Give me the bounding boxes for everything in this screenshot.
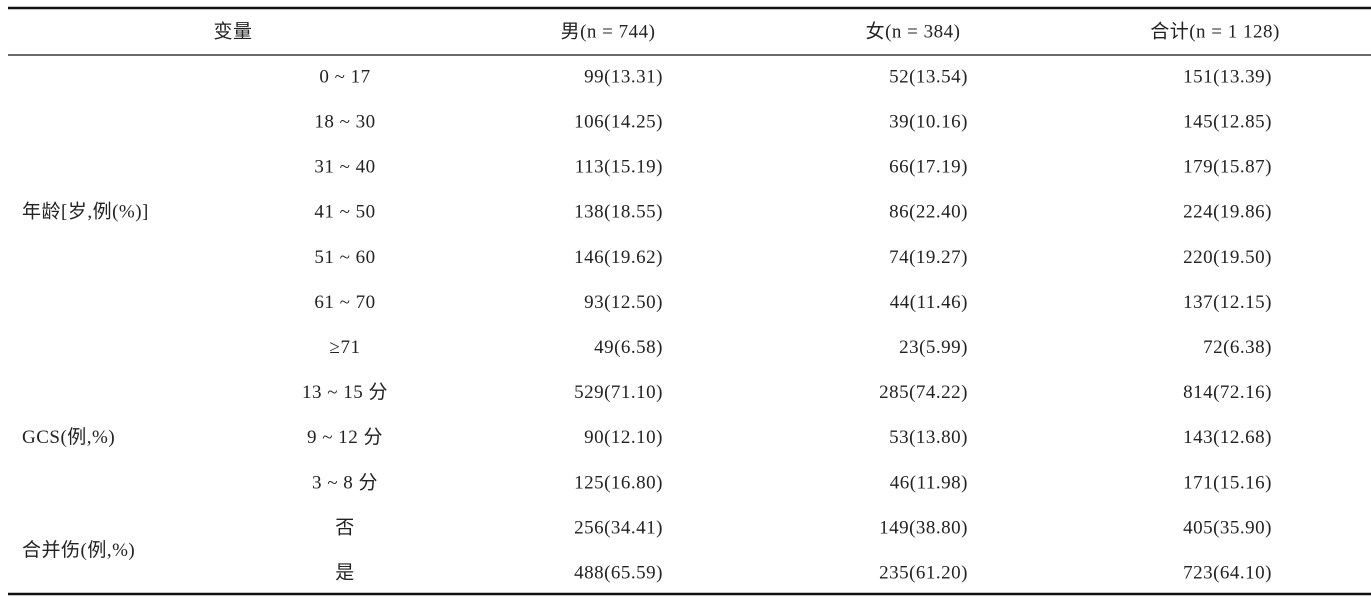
value-cell: 39(10.16) xyxy=(889,111,968,132)
value-cell: 151(13.39) xyxy=(1183,66,1272,87)
value-cell: 256(34.41) xyxy=(574,517,663,538)
value-cell: 137(12.15) xyxy=(1183,292,1272,313)
value-cell: 49(6.58) xyxy=(594,337,663,358)
subcategory: 51 ~ 60 xyxy=(314,247,375,268)
subcategory: 18 ~ 30 xyxy=(314,111,375,132)
subcategory: 13 ~ 15 分 xyxy=(302,381,388,403)
value-cell: 93(12.50) xyxy=(584,292,663,313)
value-cell: 106(14.25) xyxy=(574,111,663,132)
value-cell: 235(61.20) xyxy=(879,562,968,583)
value-cell: 171(15.16) xyxy=(1183,472,1272,493)
header-cell: 女(n = 384) xyxy=(866,20,961,42)
subcategory: ≥71 xyxy=(330,337,361,358)
value-cell: 145(12.85) xyxy=(1183,111,1272,132)
value-cell: 405(35.90) xyxy=(1183,517,1272,538)
value-cell: 86(22.40) xyxy=(889,202,968,223)
value-cell: 52(13.54) xyxy=(889,66,968,87)
value-cell: 488(65.59) xyxy=(574,562,663,583)
value-cell: 72(6.38) xyxy=(1203,337,1272,358)
subcategory: 61 ~ 70 xyxy=(314,292,375,313)
value-cell: 814(72.16) xyxy=(1183,382,1272,403)
value-cell: 90(12.10) xyxy=(584,427,663,448)
group-label: 年龄[岁,例(%)] xyxy=(22,201,149,223)
value-cell: 146(19.62) xyxy=(574,247,663,268)
value-cell: 224(19.86) xyxy=(1183,202,1272,223)
value-cell: 529(71.10) xyxy=(574,382,663,403)
value-cell: 149(38.80) xyxy=(879,517,968,538)
subcategory: 0 ~ 17 xyxy=(319,66,370,87)
value-cell: 44(11.46) xyxy=(890,292,968,313)
value-cell: 220(19.50) xyxy=(1183,247,1272,268)
subcategory: 否 xyxy=(335,517,355,538)
value-cell: 53(13.80) xyxy=(889,427,968,448)
header-cell: 变量 xyxy=(213,20,252,42)
header-cell: 男(n = 744) xyxy=(561,21,656,42)
subcategory: 9 ~ 12 分 xyxy=(307,426,383,448)
group-label: GCS(例,%) xyxy=(22,426,115,448)
subcategory: 31 ~ 40 xyxy=(314,157,375,178)
value-cell: 138(18.55) xyxy=(574,202,663,223)
value-cell: 113(15.19) xyxy=(575,157,663,178)
subcategory: 41 ~ 50 xyxy=(314,202,375,223)
subcategory: 3 ~ 8 分 xyxy=(312,471,378,493)
value-cell: 23(5.99) xyxy=(899,337,968,358)
value-cell: 143(12.68) xyxy=(1183,427,1272,448)
subcategory: 是 xyxy=(335,562,355,583)
value-cell: 66(17.19) xyxy=(889,157,968,178)
value-cell: 285(74.22) xyxy=(879,382,968,403)
group-label: 合并伤(例,%) xyxy=(22,539,135,561)
value-cell: 74(19.27) xyxy=(889,247,968,268)
header-cell: 合计(n = 1 128) xyxy=(1150,20,1280,42)
value-cell: 99(13.31) xyxy=(584,66,663,87)
value-cell: 46(11.98) xyxy=(890,472,968,493)
value-cell: 125(16.80) xyxy=(574,472,663,493)
value-cell: 179(15.87) xyxy=(1183,157,1272,178)
value-cell: 723(64.10) xyxy=(1183,562,1272,583)
